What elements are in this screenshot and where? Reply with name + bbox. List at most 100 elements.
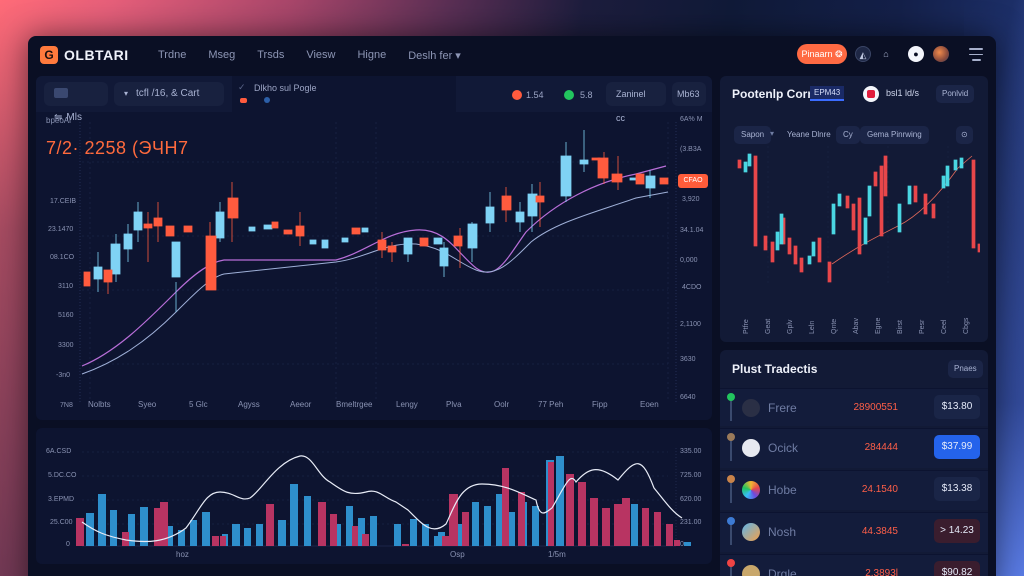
trades-title: Plust Tradectis [732, 362, 818, 376]
x-axis-label: 1/5m [548, 550, 566, 559]
trade-price-button[interactable]: $37.99 [934, 435, 980, 459]
x-axis-label: Agyss [238, 400, 260, 409]
main-nav: Trdne Mseg Trsds Viesw Higne Deslh fer ▾ [158, 49, 483, 62]
volume-chart-panel: 6A.CSD 5.DC.CO 3.EPMD 25.C00 0 335.00 72… [36, 428, 712, 564]
interval-selector[interactable]: Mb63 [672, 82, 706, 106]
y-axis-label: 0,000 [680, 257, 698, 264]
stat-up: 5.8 [580, 90, 593, 100]
svg-text:Qnte: Qnte [831, 319, 838, 334]
heart-icon [240, 98, 247, 103]
trade-row[interactable]: Drgle 2.3893l $90.82 [720, 554, 988, 576]
volume-plot[interactable] [36, 428, 712, 564]
y-axis-label: 335.00 [680, 448, 702, 455]
svg-text:Abav: Abav [853, 318, 860, 334]
svg-text:Leln: Leln [809, 321, 816, 334]
x-axis-label: Lengy [396, 400, 418, 409]
portfolio-action-button[interactable]: Ponlvid [936, 85, 975, 103]
trade-row[interactable]: Nosh 44.3845 > 14.23 [720, 512, 988, 552]
nav-item-higher[interactable]: Higne [357, 49, 387, 61]
y-axis-label: 6A.CSD [46, 448, 72, 455]
trade-row[interactable]: Frere 28900551 $13.80 [720, 388, 988, 426]
pin-icon [727, 559, 735, 567]
price-chart-panel: ⇋ Mls ▾ tcfl /16, & Cart ✓ Dlkho sul Pogle… [36, 76, 712, 420]
coin-icon [863, 86, 879, 102]
trade-name: Hobe [768, 483, 797, 497]
svg-text:Gplv: Gplv [787, 319, 794, 334]
y-axis-label: 08.1CO [50, 254, 75, 261]
svg-text:Birst: Birst [897, 320, 904, 334]
trade-price-button[interactable]: $13.80 [934, 395, 980, 419]
primary-action-button[interactable]: Pinaarn ❂ [797, 44, 847, 64]
user-icon[interactable]: ● [908, 46, 924, 62]
y-axis-label: 725.00 [680, 472, 702, 479]
nav-item-markets[interactable]: Mseg [208, 49, 236, 61]
nav-item-trends[interactable]: Trsds [257, 49, 285, 61]
trade-name: Nosh [768, 525, 797, 539]
chart-toolbar: ⇋ Mls ▾ tcfl /16, & Cart ✓ Dlkho sul Pogle… [36, 76, 712, 123]
svg-text:Pesr: Pesr [919, 319, 926, 334]
trade-row[interactable]: Ocick 284444 $37.99 [720, 428, 988, 468]
filter-chip-pinning[interactable]: Gema Pinrwing [860, 126, 929, 144]
symbol-selector[interactable]: ▾ tcfl /16, & Cart [114, 82, 224, 106]
portfolio-badge[interactable]: EPM43 [810, 86, 845, 101]
chevron-down-icon: ▾ [770, 129, 775, 138]
filter-chip-cy[interactable]: Cy [836, 126, 860, 144]
svg-text:Ceel: Ceel [941, 319, 948, 334]
pin-stem [730, 435, 732, 461]
trades-action-button[interactable]: Pnaes [948, 360, 983, 378]
current-price: 7/2· 2258 (ЭЧН7 [46, 138, 189, 158]
trade-value: 28900551 [853, 402, 899, 413]
portfolio-candle-chart[interactable] [728, 146, 980, 296]
y-axis-label: 5160 [58, 312, 74, 319]
nav-item-views[interactable]: Viesw [306, 49, 336, 61]
trade-price-button[interactable]: > 14.23 [934, 519, 980, 543]
portfolio-x-axis: Ptfre Geat Gplv Leln Qnte Abav Egne Birs… [743, 317, 970, 334]
layout-icon [54, 88, 68, 99]
filter-chip-range[interactable]: Yeane Dlnre [787, 130, 831, 139]
camera-icon[interactable]: ⊙ [956, 126, 973, 144]
bell-icon[interactable]: ⌂ [883, 49, 889, 59]
y-axis-label: 2,1100 [680, 321, 701, 328]
trade-name: Ocick [768, 441, 798, 455]
svg-text:Cbgs: Cbgs [963, 317, 970, 334]
check-icon: ✓ [238, 82, 246, 92]
y-axis-label: 6A% M [680, 116, 703, 123]
y-axis-label: 25.C00 [50, 519, 73, 526]
pin-icon [727, 433, 735, 441]
candlestick-chart[interactable]: bpeoAl 7/2· 2258 (ЭЧН7 [36, 112, 712, 420]
nav-item-dropdown[interactable]: Deslh fer ▾ [408, 50, 461, 62]
menu-icon[interactable] [969, 48, 983, 65]
avatar[interactable] [933, 46, 949, 62]
trade-price-button[interactable]: $90.82 [934, 561, 980, 576]
y-axis-label: 34.1.04 [680, 227, 704, 234]
trade-value: 44.3845 [861, 526, 898, 537]
x-axis-label: Nolbts [88, 400, 111, 409]
y-axis-label: 3,920 [682, 196, 700, 203]
indicator-title: Dlkho sul Pogle [254, 83, 317, 93]
trade-row[interactable]: Hobe 24.1540 $13.38 [720, 470, 988, 510]
portfolio-ticker: bsl1 ld/s [886, 88, 920, 98]
chart-corner-label: bpeoAl [46, 116, 71, 125]
y-axis-label: 3.EPMD [48, 496, 75, 503]
range-label: Zaninel cc [616, 89, 646, 123]
coin-icon [742, 399, 760, 417]
pin-stem [730, 395, 732, 421]
layout-label: Mls [66, 112, 82, 123]
x-axis-label: 77 Peh [538, 400, 564, 409]
wallet-icon[interactable]: ◭ [855, 46, 871, 62]
y-axis-label: 3300 [58, 342, 74, 349]
pin-stem [730, 477, 732, 503]
x-axis-label: 5 Glc [189, 400, 208, 409]
range-selector[interactable]: Zaninel cc [606, 82, 666, 123]
nav-item-trade[interactable]: Trdne [158, 49, 187, 61]
layout-toggle[interactable]: ⇋ Mls [44, 82, 108, 123]
svg-text:Egne: Egne [875, 318, 882, 334]
x-axis-label: Fipp [592, 400, 608, 409]
symbol-label: tcfl /16, & Cart [136, 88, 200, 99]
trade-price-button[interactable]: $13.38 [934, 477, 980, 501]
y-axis-label: -3n0 [56, 372, 71, 379]
y-axis-label: 5.DC.CO [48, 472, 77, 479]
filter-chip-sapon[interactable]: Sapon [734, 126, 772, 144]
dot-icon [264, 97, 270, 103]
x-axis-label: Osp [450, 550, 465, 559]
